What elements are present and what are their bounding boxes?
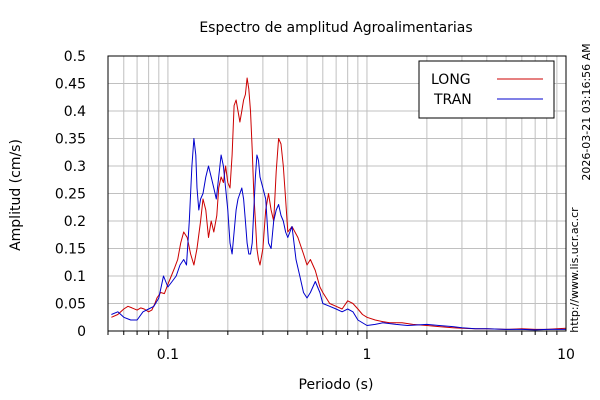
y-tick-label: 0.4 [64, 104, 86, 120]
y-tick-label: 0 [77, 324, 86, 340]
y-axis-label: Amplitud (cm/s) [8, 139, 24, 251]
x-tick-labels: 0.1 1 10 [157, 347, 575, 363]
y-tick-label: 0.35 [55, 132, 86, 148]
x-tick-label: 10 [557, 347, 575, 363]
y-tick-label: 0.3 [64, 159, 86, 175]
y-tick-label: 0.25 [55, 187, 86, 203]
plot-frame [107, 55, 567, 332]
y-tick-label: 0.2 [64, 214, 86, 230]
y-tick-label: 0.1 [64, 269, 86, 285]
legend-box [418, 60, 555, 119]
series-layer [111, 77, 567, 331]
y-tick-label: 0.05 [55, 297, 86, 313]
x-tick-label: 0.1 [157, 347, 179, 363]
y-tick-label: 0.45 [55, 77, 86, 93]
grid [107, 55, 566, 332]
y-tick-label: 0.15 [55, 242, 86, 258]
series-line-long [111, 77, 567, 330]
timestamp-label: 2026-03-21 03:16:56 AM [580, 43, 593, 180]
ticks [107, 331, 558, 339]
x-axis-label: Periodo (s) [299, 377, 374, 393]
legend-label-long: LONG [431, 72, 471, 88]
y-tick-label: 0.5 [64, 49, 86, 65]
x-tick-label: 1 [362, 347, 371, 363]
y-tick-labels: 0 0.05 0.1 0.15 0.2 0.25 0.3 0.35 0.4 0.45 0.5 [55, 49, 86, 340]
legend: LONG TRAN [418, 60, 555, 119]
source-url-label: http://www.lis.ucr.ac.cr [568, 207, 581, 333]
legend-label-tran: TRAN [433, 92, 472, 108]
chart-title: Espectro de amplitud Agroalimentarias [199, 20, 472, 36]
series-line-tran [111, 138, 566, 331]
